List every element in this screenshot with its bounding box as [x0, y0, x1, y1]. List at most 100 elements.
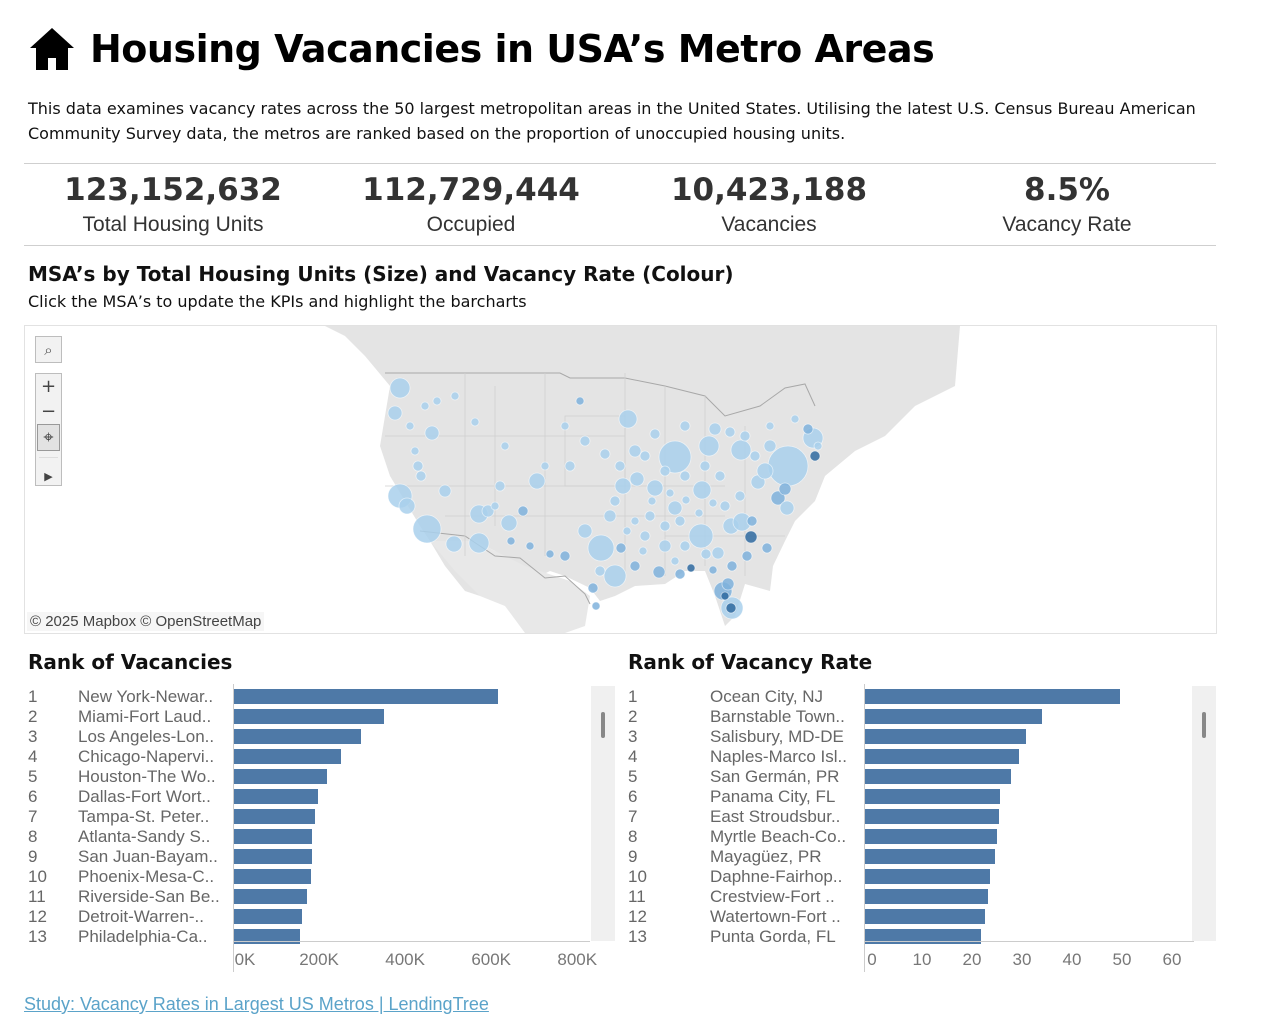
- msa-bubble[interactable]: [746, 515, 758, 527]
- bar-row[interactable]: 11 Riverside-San Be..: [28, 887, 618, 907]
- bar[interactable]: [233, 869, 311, 884]
- msa-bubble[interactable]: [424, 425, 440, 441]
- msa-bubble[interactable]: [790, 414, 800, 424]
- bar[interactable]: [864, 789, 1000, 804]
- msa-bubble[interactable]: [724, 426, 736, 438]
- msa-bubble[interactable]: [694, 508, 704, 518]
- msa-bubble[interactable]: [560, 421, 570, 431]
- msa-bubble[interactable]: [603, 564, 627, 588]
- msa-bubble[interactable]: [412, 514, 442, 544]
- msa-bubble[interactable]: [711, 546, 725, 560]
- scrollbar-thumb[interactable]: [1202, 712, 1206, 738]
- bar-row[interactable]: 6 Dallas-Fort Wort..: [28, 787, 618, 807]
- msa-bubble[interactable]: [761, 542, 773, 554]
- msa-bubble[interactable]: [778, 482, 792, 496]
- bar-row[interactable]: 13 Punta Gorda, FL: [628, 927, 1218, 947]
- msa-bubble[interactable]: [528, 472, 546, 490]
- msa-bubble[interactable]: [579, 435, 591, 447]
- bar-row[interactable]: 11 Crestview-Fort ..: [628, 887, 1218, 907]
- msa-bubble[interactable]: [725, 602, 737, 614]
- msa-bubble[interactable]: [412, 460, 424, 472]
- bar[interactable]: [864, 909, 985, 924]
- msa-bubble[interactable]: [638, 546, 648, 556]
- msa-bubble[interactable]: [708, 422, 722, 436]
- bar-row[interactable]: 13 Philadelphia-Ca..: [28, 927, 618, 947]
- scrollbar[interactable]: [1192, 686, 1216, 941]
- msa-bubble[interactable]: [609, 495, 621, 507]
- msa-bubble[interactable]: [652, 565, 666, 579]
- reset-map-button[interactable]: ⌖: [37, 424, 60, 451]
- bar-row[interactable]: 8 Myrtle Beach-Co..: [628, 827, 1218, 847]
- bar[interactable]: [233, 809, 316, 824]
- bar-row[interactable]: 3 Los Angeles-Lon..: [28, 727, 618, 747]
- msa-bubble[interactable]: [699, 460, 711, 472]
- msa-bubble[interactable]: [741, 550, 753, 562]
- bar-row[interactable]: 1 New York-Newar..: [28, 687, 618, 707]
- msa-bubble[interactable]: [720, 591, 730, 601]
- msa-bubble[interactable]: [779, 500, 795, 516]
- bar-row[interactable]: 2 Barnstable Town..: [628, 707, 1218, 727]
- msa-bubble[interactable]: [639, 450, 651, 462]
- msa-bubble[interactable]: [688, 523, 714, 549]
- msa-bubble[interactable]: [679, 420, 691, 432]
- bar-row[interactable]: 12 Detroit-Warren-..: [28, 907, 618, 927]
- msa-bubble[interactable]: [628, 444, 642, 458]
- map-search-button[interactable]: ⌕: [35, 336, 62, 363]
- msa-bubble[interactable]: [594, 565, 606, 577]
- bar[interactable]: [864, 689, 1120, 704]
- bar-row[interactable]: 7 East Stroudsbur..: [628, 807, 1218, 827]
- msa-bubble[interactable]: [559, 550, 571, 562]
- msa-bubble[interactable]: [665, 488, 675, 498]
- zoom-out-button[interactable]: −: [36, 399, 61, 424]
- msa-bubble[interactable]: [749, 450, 761, 462]
- msa-bubble[interactable]: [564, 460, 576, 472]
- msa-bubble[interactable]: [432, 396, 442, 406]
- msa-bubble[interactable]: [714, 470, 726, 482]
- msa-bubble[interactable]: [629, 471, 645, 487]
- msa-bubble[interactable]: [726, 560, 738, 572]
- symbol-map[interactable]: ⌕ + − ⌖ ▶ © 2025 Mapbox © OpenStreetMap: [24, 325, 1217, 634]
- msa-bubble[interactable]: [649, 428, 661, 440]
- msa-bubble[interactable]: [739, 430, 751, 442]
- msa-bubble[interactable]: [618, 409, 638, 429]
- msa-bubble[interactable]: [506, 536, 516, 546]
- bar-row[interactable]: 12 Watertown-Fort ..: [628, 907, 1218, 927]
- bar[interactable]: [864, 869, 990, 884]
- bar[interactable]: [233, 749, 341, 764]
- msa-bubble[interactable]: [517, 505, 529, 517]
- bar-row[interactable]: 4 Naples-Marco Isl..: [628, 747, 1218, 767]
- msa-bubble[interactable]: [587, 582, 599, 594]
- msa-bubble[interactable]: [630, 516, 640, 526]
- msa-bubble[interactable]: [410, 446, 420, 456]
- map-canvas[interactable]: [25, 326, 1216, 633]
- msa-bubble[interactable]: [468, 532, 490, 554]
- msa-bubble[interactable]: [540, 461, 550, 471]
- msa-bubble[interactable]: [667, 500, 683, 516]
- bar[interactable]: [864, 769, 1011, 784]
- msa-bubble[interactable]: [770, 490, 786, 506]
- msa-bubble[interactable]: [647, 496, 657, 506]
- msa-bubble[interactable]: [756, 462, 774, 480]
- msa-bubble[interactable]: [659, 465, 671, 477]
- msa-bubble[interactable]: [389, 377, 411, 399]
- msa-bubble[interactable]: [575, 396, 585, 406]
- msa-bubble[interactable]: [500, 514, 518, 532]
- msa-bubble[interactable]: [450, 391, 460, 401]
- msa-bubble[interactable]: [405, 421, 415, 431]
- msa-bubble[interactable]: [813, 441, 823, 451]
- scrollbar[interactable]: [591, 686, 615, 941]
- msa-bubble[interactable]: [700, 548, 712, 560]
- source-link[interactable]: Study: Vacancy Rates in Largest US Metro…: [24, 994, 489, 1014]
- msa-bubble[interactable]: [670, 556, 680, 566]
- msa-bubble[interactable]: [500, 441, 510, 451]
- bar[interactable]: [233, 729, 362, 744]
- msa-bubble[interactable]: [614, 477, 632, 495]
- msa-bubble[interactable]: [679, 540, 691, 552]
- msa-bubble[interactable]: [763, 439, 777, 453]
- msa-bubble[interactable]: [603, 509, 617, 523]
- scrollbar-thumb[interactable]: [601, 712, 605, 738]
- bar[interactable]: [864, 749, 1019, 764]
- msa-bubble[interactable]: [744, 530, 758, 544]
- msa-bubble[interactable]: [681, 495, 691, 505]
- msa-bubble[interactable]: [398, 497, 416, 515]
